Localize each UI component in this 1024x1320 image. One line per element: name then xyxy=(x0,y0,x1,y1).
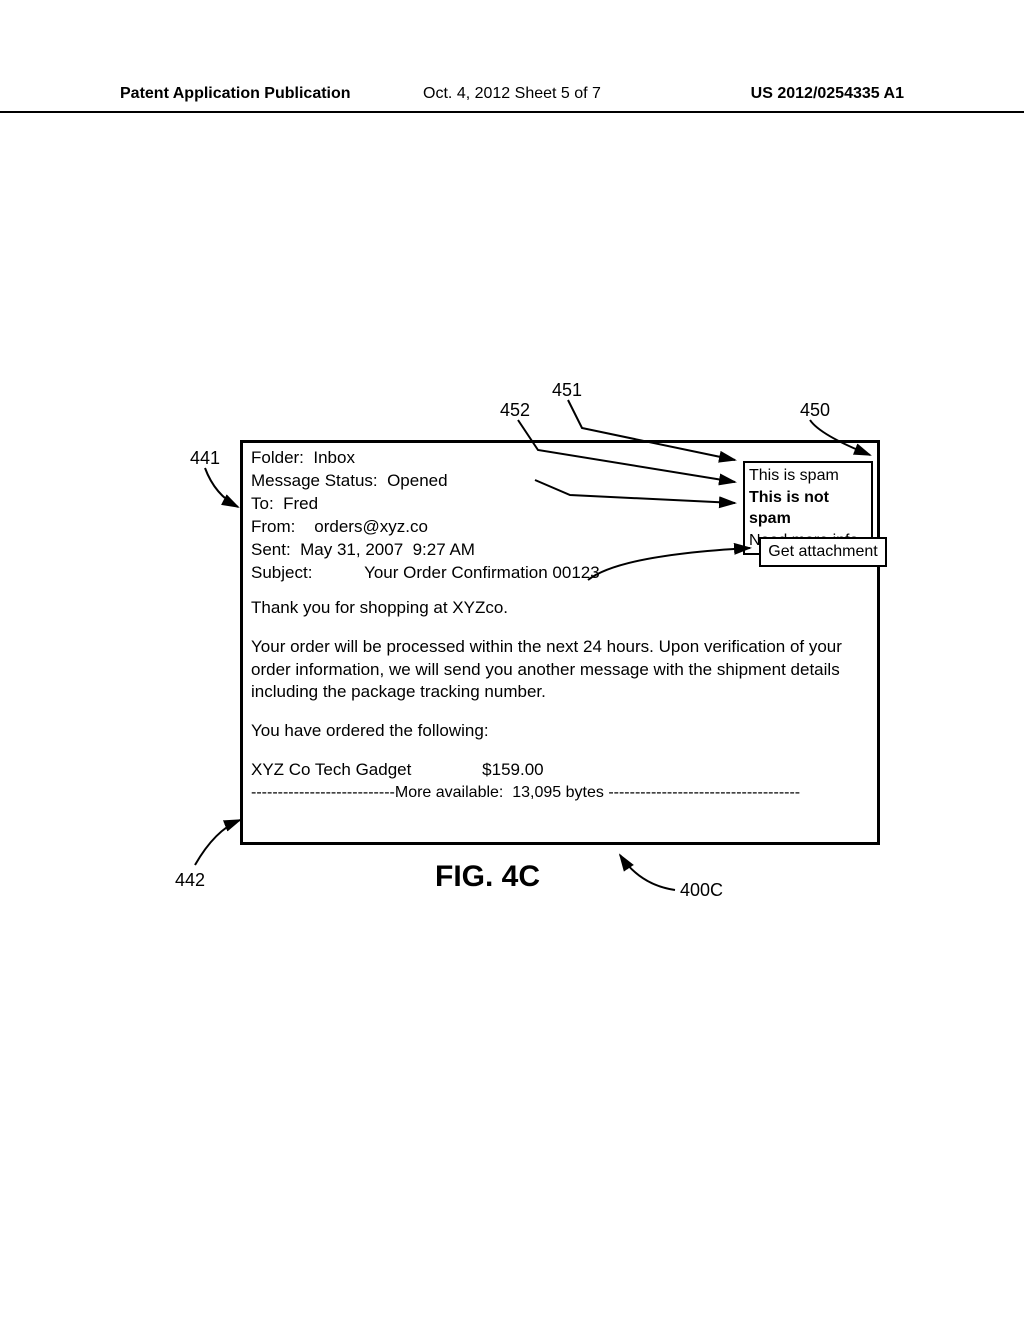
ref-442: 442 xyxy=(175,870,205,891)
more-available-line: ---------------------------More availabl… xyxy=(251,782,869,804)
email-body: Thank you for shopping at XYZco. Your or… xyxy=(251,597,869,804)
menu-item-not-spam[interactable]: This is not spam xyxy=(749,487,867,530)
get-attachment-button[interactable]: Get attachment xyxy=(759,537,887,567)
ref-451: 451 xyxy=(552,380,582,401)
body-p3: You have ordered the following: xyxy=(251,720,869,743)
figure-caption: FIG. 4C xyxy=(435,860,540,894)
page-header: Patent Application Publication Oct. 4, 2… xyxy=(0,85,1024,113)
body-p1: Thank you for shopping at XYZco. xyxy=(251,597,869,620)
header-left: Patent Application Publication xyxy=(120,85,381,103)
ref-452: 452 xyxy=(500,400,530,421)
ref-441: 441 xyxy=(190,448,220,469)
header-center: Oct. 4, 2012 Sheet 5 of 7 xyxy=(381,85,642,103)
ref-450: 450 xyxy=(800,400,830,421)
ref-400c: 400C xyxy=(680,880,723,901)
menu-item-spam[interactable]: This is spam xyxy=(749,465,867,487)
email-window: Folder: Inbox Message Status: Opened To:… xyxy=(240,440,880,845)
order-line: XYZ Co Tech Gadget $159.00 xyxy=(251,759,869,782)
header-right: US 2012/0254335 A1 xyxy=(643,85,904,103)
body-p2: Your order will be processed within the … xyxy=(251,636,869,705)
